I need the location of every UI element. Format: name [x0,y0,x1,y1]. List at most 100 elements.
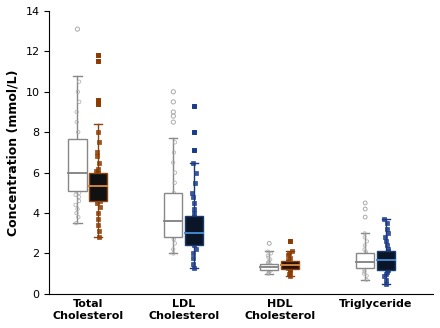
Point [73,188,80,194]
Point [95,59,102,64]
Point [93,168,100,173]
Point [93,154,100,159]
Point [381,251,389,256]
Point [170,233,177,238]
Point [93,184,100,189]
Point [96,229,103,234]
Point [191,148,198,153]
Point [74,154,81,159]
Point [72,202,79,208]
Point [267,262,274,267]
Point [171,241,178,246]
Point [94,188,101,194]
Point [264,271,271,276]
Point [362,257,369,262]
Point [170,251,177,256]
Point [285,259,292,264]
Point [383,269,390,274]
Point [191,218,198,224]
Point [94,170,101,175]
Point [361,243,368,248]
Bar [185,216,203,245]
Point [170,206,177,212]
Point [191,233,198,238]
Point [265,255,272,260]
Point [384,220,391,226]
Point [74,27,81,32]
Point [363,251,370,256]
Point [363,239,370,244]
Point [285,253,292,258]
Point [73,168,80,173]
Point [168,211,175,216]
Point [267,268,274,273]
Point [74,184,81,189]
Bar [68,139,87,191]
Point [267,257,274,262]
Point [74,206,81,212]
Point [95,53,102,58]
Point [384,249,391,254]
Point [95,166,102,171]
Point [96,198,103,204]
Point [170,89,177,94]
Bar [89,173,107,201]
Point [384,267,391,272]
Point [170,113,177,119]
Point [95,97,102,102]
Point [265,259,272,264]
Point [381,216,388,222]
Point [170,99,177,105]
Point [361,267,368,272]
Point [286,263,293,268]
Point [95,235,103,240]
Point [362,249,369,254]
Bar [281,260,299,269]
Point [169,231,176,236]
Point [360,253,367,258]
Y-axis label: Concentration (mmol/L): Concentration (mmol/L) [7,69,20,236]
Point [286,251,293,256]
Point [285,265,292,270]
Bar [377,252,395,270]
Point [171,180,178,185]
Point [95,183,103,188]
Point [381,263,388,268]
Point [363,273,370,278]
Point [95,182,102,187]
Point [75,194,82,199]
Point [76,198,83,204]
Point [94,223,101,228]
Point [72,192,79,197]
Point [191,180,198,185]
Point [363,259,370,264]
Point [170,227,177,232]
Point [73,162,80,167]
Point [191,206,198,212]
Point [361,235,368,240]
Point [93,176,100,181]
Bar [164,193,183,237]
Bar [356,254,374,268]
Point [384,227,391,232]
Point [384,247,391,252]
Point [94,178,101,183]
Point [382,259,389,264]
Point [287,267,294,272]
Point [190,251,197,256]
Point [264,260,271,265]
Point [72,164,79,169]
Point [169,218,176,224]
Point [95,140,102,145]
Point [75,180,82,185]
Point [170,150,177,155]
Point [189,190,196,195]
Point [76,79,83,84]
Point [383,257,390,262]
Point [381,261,389,266]
Point [93,200,100,206]
Point [74,172,81,177]
Point [170,237,177,242]
Point [286,271,293,276]
Point [75,166,82,171]
